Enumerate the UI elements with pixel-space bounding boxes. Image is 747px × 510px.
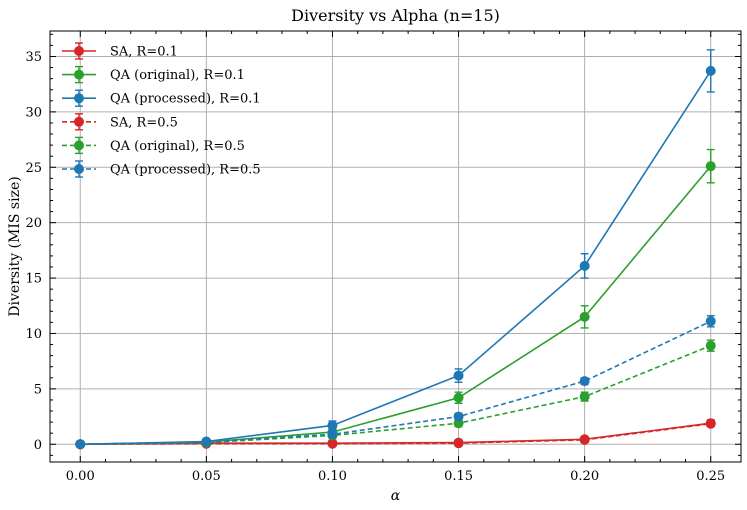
data-point — [453, 438, 464, 449]
data-point — [75, 439, 86, 450]
ticks: 0.00 0.05 0.10 0.15 0.20 0.25 0 5 10 15 20 25 30 35 — [25, 31, 741, 484]
series-1 — [75, 148, 716, 450]
x-tick-label: 0.05 — [192, 469, 221, 484]
x-tick-label: 0.00 — [66, 469, 95, 484]
data-point — [453, 392, 464, 403]
legend-marker — [74, 140, 84, 151]
legend-label: SA, R=0.1 — [110, 45, 178, 60]
data-point — [579, 391, 590, 402]
data-point — [705, 161, 716, 172]
legend-label: QA (original), R=0.5 — [110, 139, 245, 154]
data-point — [579, 260, 590, 271]
data-point — [705, 418, 716, 429]
legend: SA, R=0.1 QA (original), R=0.1 QA (process… — [62, 42, 261, 178]
y-tick-label: 35 — [25, 50, 42, 65]
legend-label: QA (processed), R=0.5 — [110, 163, 261, 178]
y-tick-label: 15 — [25, 272, 42, 287]
series-line — [80, 344, 712, 446]
legend-label: SA, R=0.5 — [110, 115, 178, 130]
series-layer — [75, 49, 716, 450]
data-point — [579, 376, 590, 387]
y-tick-label: 10 — [25, 327, 42, 342]
x-tick-label: 0.10 — [318, 469, 347, 484]
data-point — [453, 411, 464, 422]
legend-marker — [74, 116, 84, 127]
x-tick-label: 0.25 — [696, 469, 725, 484]
series-5 — [75, 315, 716, 450]
x-tick-label: 0.20 — [570, 469, 599, 484]
legend-entry-2: QA (processed), R=0.1 — [62, 89, 261, 107]
y-tick-label: 5 — [34, 382, 42, 397]
grid — [50, 31, 741, 462]
data-point — [579, 311, 590, 322]
legend-entry-1: QA (original), R=0.1 — [62, 65, 245, 84]
data-point — [705, 65, 716, 76]
legend-marker — [74, 93, 84, 104]
series-line — [80, 422, 711, 446]
chart-title: Diversity vs Alpha (n=15) — [291, 6, 500, 25]
series-line — [80, 165, 712, 446]
legend-marker — [74, 69, 84, 80]
data-point — [327, 429, 338, 440]
y-tick-label: 25 — [25, 161, 42, 176]
legend-marker — [74, 46, 84, 56]
data-point — [453, 370, 464, 381]
legend-entry-3: SA, R=0.5 — [62, 113, 178, 131]
y-axis-label: Diversity (MIS size) — [7, 176, 23, 316]
legend-entry-5: QA (processed), R=0.5 — [62, 160, 261, 178]
y-tick-label: 30 — [25, 105, 42, 120]
y-tick-label: 20 — [25, 216, 42, 231]
plot-frame — [49, 30, 742, 463]
legend-marker — [74, 164, 84, 174]
data-point — [327, 420, 338, 431]
legend-label: QA (original), R=0.1 — [110, 68, 245, 83]
series-line — [80, 320, 712, 446]
series-4 — [75, 339, 716, 450]
x-tick-label: 0.15 — [444, 469, 473, 484]
data-point — [327, 438, 338, 449]
y-tick-label: 0 — [34, 438, 42, 453]
data-point — [705, 340, 716, 351]
data-point — [705, 316, 716, 327]
data-point — [201, 437, 212, 448]
x-axis-label: α — [391, 488, 401, 504]
legend-label: QA (processed), R=0.1 — [110, 92, 261, 107]
data-point — [579, 434, 590, 445]
legend-entry-0: SA, R=0.1 — [62, 42, 178, 60]
legend-entry-4: QA (original), R=0.5 — [62, 136, 245, 155]
series-line — [80, 422, 711, 446]
